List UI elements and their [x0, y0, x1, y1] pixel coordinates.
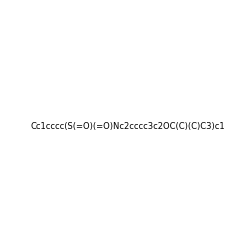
Text: Cc1cccc(S(=O)(=O)Nc2cccc3c2OC(C)(C)C3)c1: Cc1cccc(S(=O)(=O)Nc2cccc3c2OC(C)(C)C3)c1 [31, 122, 226, 131]
